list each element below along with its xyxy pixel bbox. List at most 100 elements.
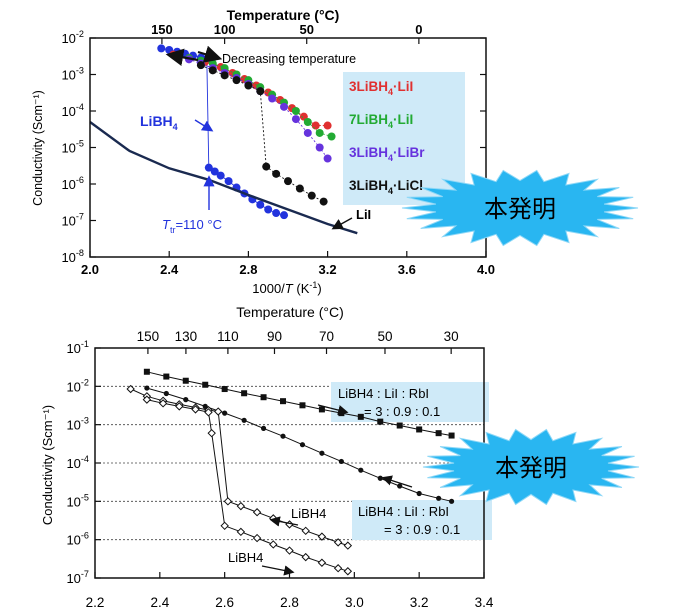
chart2-point (416, 426, 423, 433)
chart2-point (142, 395, 152, 404)
chart1-x-label: 1000/T (K-1) (252, 280, 321, 296)
chart2-y-tick-label: 10-4 (66, 454, 89, 471)
chart1-ttr-label: Ttr=110 °C (162, 217, 222, 235)
burst-badge-1: 本発明 (401, 169, 639, 247)
chart1-point (280, 211, 289, 220)
chart2-top-axis-label: Temperature (°C) (236, 304, 344, 320)
chart2-top-tick-label: 130 (175, 329, 198, 344)
chart1-point (280, 102, 289, 111)
chart1-point (262, 162, 271, 171)
chart2-point (182, 377, 189, 384)
chart2-point (260, 425, 267, 431)
chart2-series-3 (142, 395, 353, 576)
chart1-point (216, 171, 225, 180)
chart2-point (144, 385, 150, 391)
chart2-x-ticks: 2.2 2.4 2.6 2.8 3.0 3.2 3.4 (86, 572, 494, 610)
chart1-y-tick-label: 10-4 (61, 102, 84, 119)
ratio1-arrow (317, 404, 349, 416)
chart1-top-tick-label: 50 (299, 22, 313, 37)
chart2-x-tick-label: 3.2 (410, 595, 429, 610)
ratio-box-1 (331, 382, 489, 422)
chart2-point (207, 428, 216, 438)
chart2-top-ticks: 150 130 110 90 70 50 30 (137, 329, 459, 354)
chart1-series-3 (173, 52, 332, 163)
chart1: Temperature (°C) 150 100 50 0 10-8 10-7 10-6 1… (31, 7, 495, 296)
chart2: Temperature (°C) 150 130 110 90 70 50 30 10-71… (40, 304, 494, 610)
chart2-point (416, 490, 422, 497)
chart1-series-5 (89, 121, 358, 235)
chart2-point (343, 567, 353, 576)
chart1-y-tick-label: 10-7 (61, 212, 84, 229)
chart2-top-tick-label: 50 (377, 329, 392, 344)
chart2-point (241, 390, 248, 397)
burst-shape-1 (401, 169, 639, 247)
chart2-point (377, 475, 383, 481)
chart2-point (236, 527, 246, 537)
chart2-point (222, 410, 228, 416)
chart2-point (301, 552, 310, 562)
chart2-point (143, 368, 150, 375)
ratio-box-2-line2: = 3 : 0.9 : 0.1 (384, 522, 460, 537)
chart2-point (158, 399, 168, 408)
ratio-box-2-line1: LiBH4 : LiI : RbI (358, 504, 449, 519)
chart2-point (357, 413, 364, 420)
chart2-libh4-label-b: LiBH4 (228, 550, 263, 565)
chart2-point (280, 398, 287, 405)
chart1-x-tick-label: 4.0 (477, 262, 495, 277)
burst-badge-2: 本発明 (422, 428, 640, 506)
chart1-x-tick-label: 3.6 (398, 262, 416, 277)
chart2-point (202, 381, 209, 388)
chart1-point (272, 209, 281, 218)
chart1-y-ticks: 10-8 10-7 10-6 10-5 10-4 10-3 10-2 (61, 29, 486, 265)
chart1-top-axis-label: Temperature (°C) (227, 7, 340, 23)
chart2-point (338, 458, 344, 465)
chart1-legend-panel (343, 72, 465, 205)
chart1-top-ticks: 150 100 50 0 (151, 22, 422, 44)
chart1-point (220, 71, 229, 80)
chart2-point (252, 533, 262, 543)
chart2-top-tick-label: 110 (217, 329, 239, 344)
chart1-plot-frame (89, 37, 487, 258)
chart1-legend-entry: 7LiBH4·LiI (349, 112, 413, 130)
ratio-box-1-line1: LiBH4 : LiI : RbI (338, 386, 429, 401)
chart1-point (256, 200, 265, 209)
chart1-legend: 3LiBH4·LiI 7LiBH4·LiI 3LiBH4·LiBr 3LiBH4·Li… (349, 79, 425, 196)
chart1-point (303, 128, 312, 137)
chart2-x-tick-label: 2.4 (150, 595, 169, 610)
libh4-b-arrow (261, 565, 295, 576)
chart2-top-tick-label: 90 (267, 329, 282, 344)
decreasing-arrow-2 (165, 48, 199, 66)
chart2-point (183, 397, 189, 403)
chart1-y-tick-label: 10-8 (61, 248, 84, 265)
chart1-lii-label: LiI (356, 207, 371, 222)
ratio2-arrow (381, 475, 413, 488)
chart2-point (223, 497, 233, 506)
chart1-legend-entry: 3LiBH4·LiI (349, 79, 413, 97)
chart2-point (236, 501, 246, 511)
chart2-point (175, 402, 184, 411)
chart1-point (284, 177, 292, 186)
chart1-point (208, 66, 217, 75)
chart1-point (272, 169, 281, 178)
chart1-point (307, 191, 316, 200)
chart2-point (319, 450, 325, 456)
chart2-point (333, 538, 343, 547)
chart2-point (204, 408, 213, 417)
burst-label-1: 本発明 (484, 196, 556, 223)
libh4-pointer-arrow (194, 119, 214, 132)
decreasing-arrow-1 (197, 45, 223, 63)
chart2-point (299, 402, 306, 409)
chart1-legend-entry: 3LiBH4·LiBr (349, 145, 425, 163)
chart2-point (252, 508, 262, 517)
chart1-x-tick-label: 2.4 (160, 262, 179, 277)
chart2-series-2 (126, 384, 353, 550)
chart1-point (295, 184, 304, 193)
ratio-box-1-line2: = 3 : 0.9 : 0.1 (364, 404, 440, 419)
chart2-point (397, 483, 403, 489)
chart1-x-tick-label: 2.8 (239, 262, 257, 277)
chart2-point (126, 384, 135, 394)
chart1-y-tick-label: 10-6 (61, 175, 84, 192)
chart2-point (220, 521, 229, 531)
chart2-y-tick-label: 10-2 (66, 377, 89, 394)
